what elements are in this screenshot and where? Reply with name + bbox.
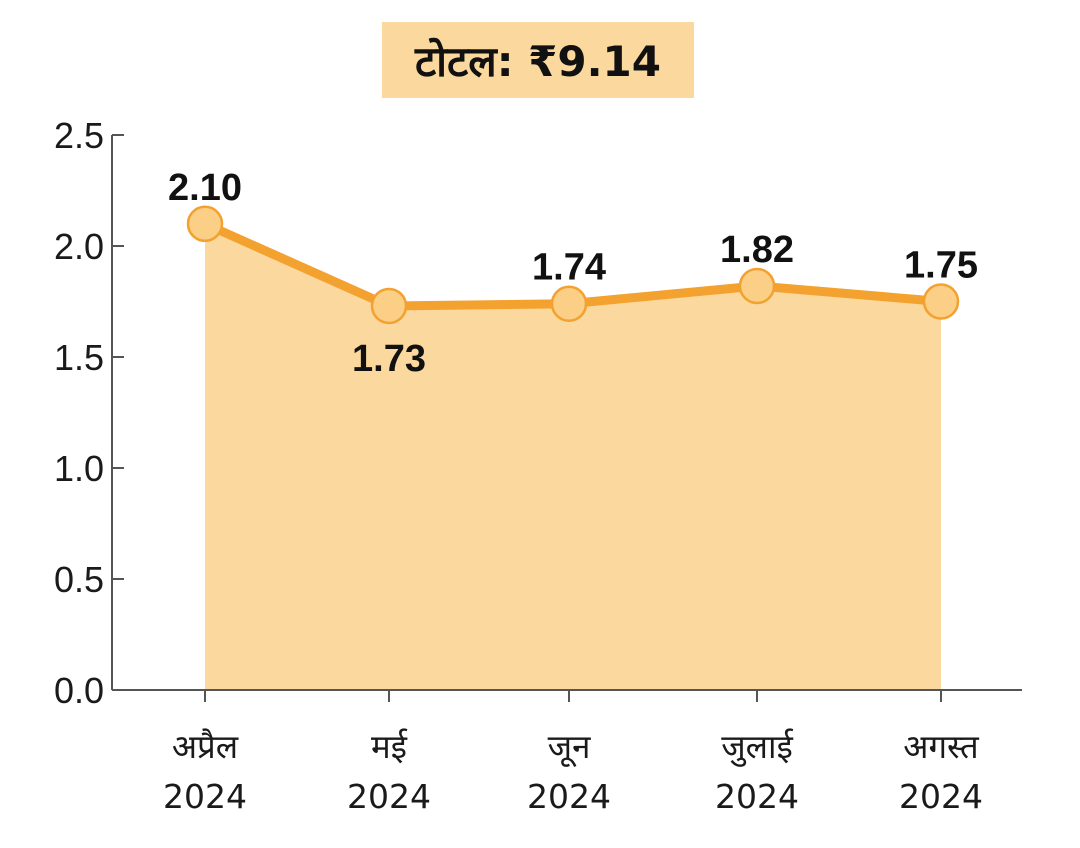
data-label: 1.75 xyxy=(904,245,978,287)
data-label: 2.10 xyxy=(168,167,242,209)
total-badge: टोटल: ₹9.14 xyxy=(382,22,694,98)
data-point xyxy=(370,287,408,325)
area-fill xyxy=(205,223,941,691)
x-tick-label: जुलाई 2024 xyxy=(715,727,799,816)
x-tick-label: अप्रैल 2024 xyxy=(163,727,247,816)
y-tick-label: 1.0 xyxy=(54,448,104,489)
y-tick-label: 1.5 xyxy=(54,337,104,378)
data-point xyxy=(550,285,588,322)
data-label: 1.74 xyxy=(532,247,606,289)
data-label: 1.82 xyxy=(720,229,794,271)
data-point xyxy=(738,267,776,305)
y-tick-label: 2.5 xyxy=(54,115,104,156)
x-tick-label: जून 2024 xyxy=(527,727,611,816)
data-label: 1.73 xyxy=(352,338,426,380)
x-tick-label: मई 2024 xyxy=(347,727,431,816)
y-tick-label: 0.0 xyxy=(54,670,104,711)
y-tick-label: 0.5 xyxy=(54,559,104,600)
y-tick-label: 2.0 xyxy=(54,226,104,267)
data-point xyxy=(922,283,960,320)
x-tick-label: अगस्त 2024 xyxy=(899,727,983,816)
data-point xyxy=(186,205,224,243)
chart-title: टोटल: ₹9.14 xyxy=(415,36,661,86)
